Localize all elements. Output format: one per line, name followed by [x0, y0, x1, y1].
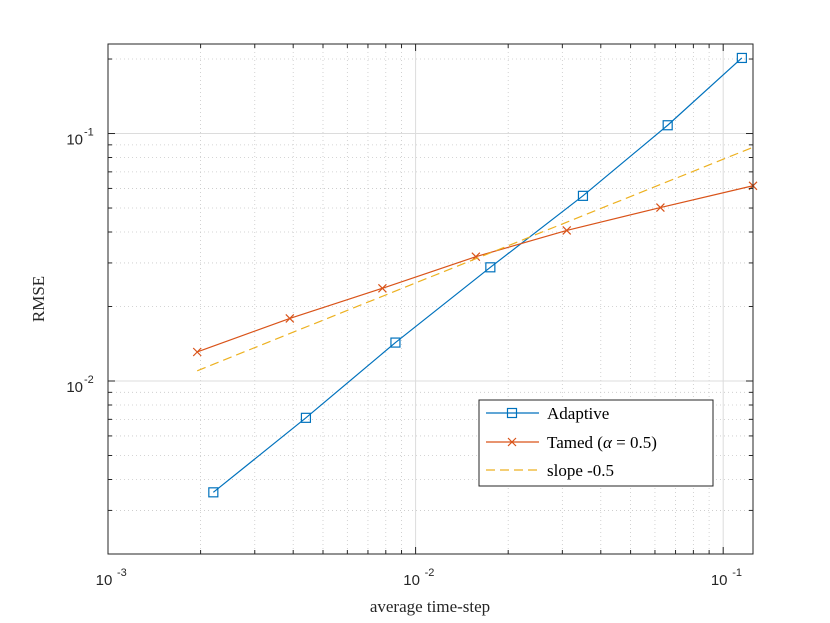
data-point-x — [655, 203, 665, 213]
data-point-x — [192, 347, 202, 357]
y-tick-label: 10 — [66, 379, 83, 396]
legend-box — [478, 399, 714, 487]
y-tick-label: 10 — [66, 132, 83, 149]
data-point-square — [208, 487, 219, 498]
legend-label-tamed-alpha: α — [603, 433, 613, 452]
x-tick-exponent: -1 — [732, 567, 742, 579]
y-axis-label: RMSE — [29, 276, 48, 322]
series-layer — [192, 52, 758, 498]
legend-label-tamed-suffix: = 0.5) — [612, 433, 657, 452]
data-point-square — [485, 262, 496, 273]
legend-label-tamed: Tamed (α = 0.5) — [547, 433, 657, 452]
x-tick-label: 10 — [96, 572, 113, 589]
legend: Adaptive Tamed (α = 0.5) slope -0.5 — [478, 399, 714, 487]
data-point-square — [736, 52, 747, 64]
data-point-square — [662, 120, 673, 131]
y-tick-exponent: -1 — [84, 127, 94, 139]
x-axis-label: average time-step — [370, 597, 490, 616]
data-point-square — [577, 190, 589, 201]
y-tick-exponent: -2 — [84, 374, 94, 386]
x-tick-label: 10 — [711, 572, 728, 589]
legend-label-adaptive: Adaptive — [547, 404, 609, 423]
axis-ticks — [107, 44, 753, 555]
x-tick-exponent: -3 — [117, 567, 127, 579]
plot-frame — [107, 43, 754, 555]
x-tick-exponent: -2 — [425, 567, 435, 579]
data-point-square — [300, 412, 312, 423]
series-line-2 — [196, 146, 754, 372]
legend-label-tamed-prefix: Tamed ( — [547, 433, 603, 452]
data-point-x — [562, 225, 572, 235]
legend-label-slope: slope -0.5 — [547, 461, 614, 480]
data-point-x — [377, 283, 387, 293]
legend-marker-tamed — [507, 437, 517, 447]
data-point-square — [390, 337, 401, 348]
series-line-0 — [212, 57, 743, 493]
x-tick-label: 10 — [403, 572, 420, 589]
data-point-x — [285, 314, 295, 323]
legend-marker-adaptive — [506, 407, 518, 419]
tick-labels: 10 -3 10 -2 10 -110 -210 -1 — [66, 127, 742, 589]
